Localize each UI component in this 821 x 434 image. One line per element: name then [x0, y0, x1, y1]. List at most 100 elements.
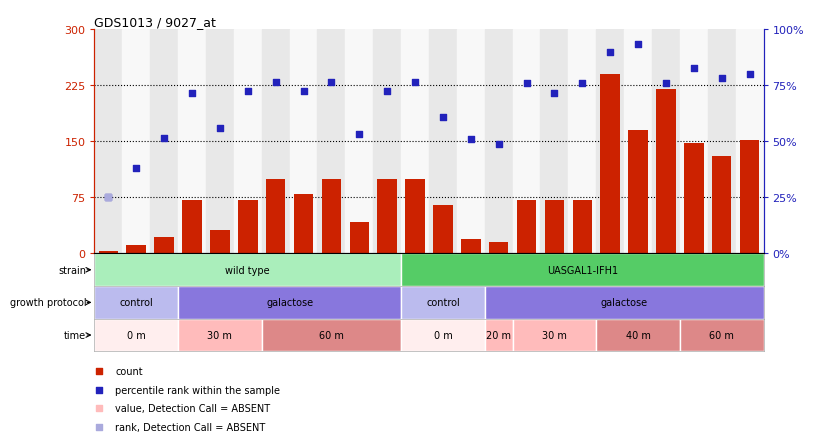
Text: 60 m: 60 m	[319, 330, 344, 340]
Bar	[94, 254, 401, 286]
Text: 20 m: 20 m	[486, 330, 511, 340]
Bar	[512, 319, 596, 352]
Bar	[736, 30, 764, 254]
Point	[576, 81, 589, 88]
Bar	[484, 30, 512, 254]
Bar	[656, 90, 676, 254]
Bar	[210, 230, 230, 254]
Bar	[374, 30, 401, 254]
Point	[297, 88, 310, 95]
Point	[365, 326, 378, 333]
Bar	[266, 179, 286, 254]
Bar	[512, 30, 540, 254]
Bar	[99, 252, 118, 254]
Text: growth protocol: growth protocol	[10, 298, 86, 308]
Bar	[290, 30, 318, 254]
Bar	[350, 223, 369, 254]
Point	[102, 194, 115, 201]
Point	[102, 194, 115, 201]
Bar	[600, 75, 620, 254]
Point	[436, 114, 449, 121]
Text: strain: strain	[58, 265, 86, 275]
Bar	[456, 30, 484, 254]
Text: UASGAL1-IFH1: UASGAL1-IFH1	[547, 265, 618, 275]
Bar	[461, 239, 480, 254]
Bar	[154, 237, 174, 254]
Bar	[429, 30, 456, 254]
Text: 30 m: 30 m	[208, 330, 232, 340]
Bar	[378, 179, 397, 254]
Bar	[262, 319, 401, 352]
Bar	[206, 30, 234, 254]
Bar	[294, 194, 314, 254]
Bar	[484, 286, 764, 319]
Point	[687, 66, 700, 72]
Point	[186, 90, 199, 97]
Bar	[234, 30, 262, 254]
Bar	[596, 30, 624, 254]
Text: 40 m: 40 m	[626, 330, 650, 340]
Point	[492, 141, 505, 148]
Point	[659, 81, 672, 88]
Point	[743, 72, 756, 79]
Bar	[484, 319, 512, 352]
Text: count: count	[116, 366, 143, 376]
Bar	[346, 30, 374, 254]
Point	[365, 159, 378, 166]
Point	[353, 131, 366, 138]
Point	[464, 136, 477, 143]
Text: galactose: galactose	[266, 298, 313, 308]
Bar	[94, 319, 178, 352]
Text: 0 m: 0 m	[127, 330, 145, 340]
Text: control: control	[119, 298, 153, 308]
Text: GDS1013 / 9027_at: GDS1013 / 9027_at	[94, 16, 216, 29]
Text: 30 m: 30 m	[542, 330, 566, 340]
Text: galactose: galactose	[601, 298, 648, 308]
Bar	[401, 286, 484, 319]
Bar	[178, 30, 206, 254]
Bar	[322, 179, 342, 254]
Point	[409, 79, 422, 86]
Point	[325, 79, 338, 86]
Bar	[150, 30, 178, 254]
Bar	[94, 286, 178, 319]
Bar	[318, 30, 346, 254]
Bar	[680, 319, 764, 352]
Bar	[433, 205, 452, 254]
Bar	[572, 200, 592, 254]
Bar	[540, 30, 568, 254]
Text: control: control	[426, 298, 460, 308]
Text: value, Detection Call = ABSENT: value, Detection Call = ABSENT	[116, 403, 271, 413]
Bar	[178, 319, 262, 352]
Bar	[122, 30, 150, 254]
Text: time: time	[64, 330, 86, 340]
Bar	[401, 319, 484, 352]
Point	[269, 79, 282, 86]
Bar	[680, 30, 708, 254]
Bar	[401, 30, 429, 254]
Point	[158, 135, 171, 142]
Bar	[708, 30, 736, 254]
Bar	[544, 200, 564, 254]
Point	[548, 90, 561, 97]
Point	[241, 88, 255, 95]
Point	[130, 165, 143, 172]
Text: rank, Detection Call = ABSENT: rank, Detection Call = ABSENT	[116, 422, 266, 431]
Text: 60 m: 60 m	[709, 330, 734, 340]
Text: percentile rank within the sample: percentile rank within the sample	[116, 385, 281, 395]
Bar	[126, 245, 146, 254]
Bar	[624, 30, 652, 254]
Point	[715, 76, 728, 82]
Bar	[401, 254, 764, 286]
Bar	[489, 242, 508, 254]
Bar	[94, 30, 122, 254]
Bar	[740, 141, 759, 254]
Bar	[178, 286, 401, 319]
Text: 0 m: 0 m	[433, 330, 452, 340]
Point	[381, 88, 394, 95]
Bar	[238, 200, 258, 254]
Bar	[406, 179, 424, 254]
Point	[520, 81, 533, 88]
Point	[213, 125, 227, 132]
Bar	[684, 144, 704, 254]
